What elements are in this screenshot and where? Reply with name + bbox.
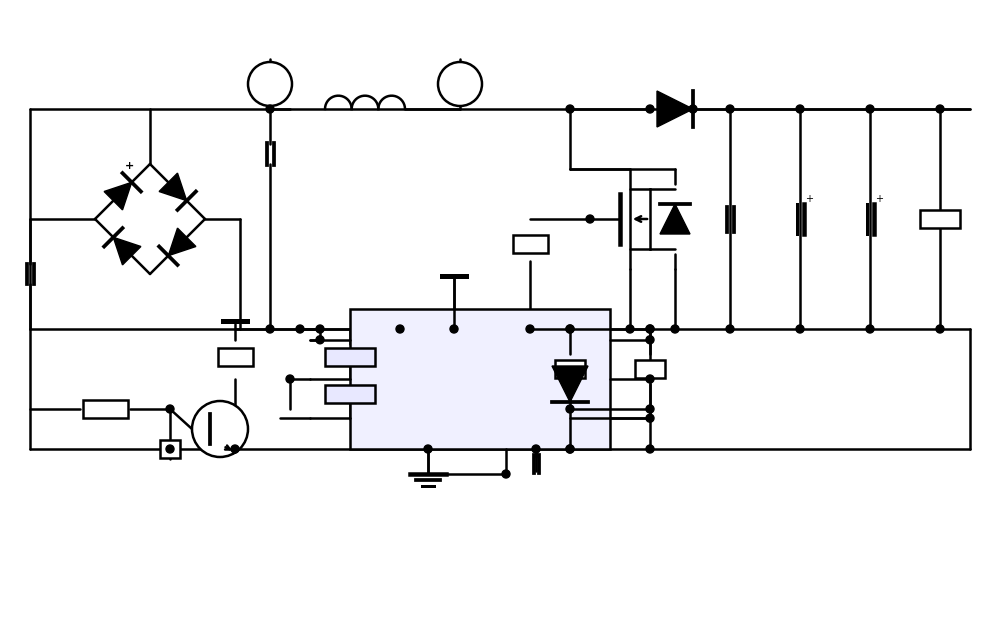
Polygon shape bbox=[657, 91, 693, 127]
Circle shape bbox=[726, 105, 734, 113]
Circle shape bbox=[626, 325, 634, 333]
Bar bbox=[82, 400, 128, 418]
Bar bbox=[512, 235, 548, 253]
Text: +: + bbox=[806, 194, 814, 204]
Bar bbox=[325, 348, 375, 366]
Circle shape bbox=[646, 405, 654, 413]
Circle shape bbox=[502, 470, 510, 478]
Circle shape bbox=[192, 401, 248, 457]
Circle shape bbox=[796, 105, 804, 113]
Circle shape bbox=[566, 325, 574, 333]
Circle shape bbox=[566, 405, 574, 413]
Circle shape bbox=[866, 105, 874, 113]
Bar bbox=[160, 440, 180, 458]
Circle shape bbox=[286, 375, 294, 383]
Circle shape bbox=[646, 336, 654, 344]
Circle shape bbox=[646, 375, 654, 383]
Circle shape bbox=[450, 325, 458, 333]
Circle shape bbox=[566, 445, 574, 453]
Circle shape bbox=[316, 336, 324, 344]
Circle shape bbox=[526, 325, 534, 333]
FancyBboxPatch shape bbox=[350, 309, 610, 449]
Polygon shape bbox=[552, 366, 588, 402]
Circle shape bbox=[646, 325, 654, 333]
Text: +: + bbox=[876, 194, 884, 204]
Circle shape bbox=[532, 445, 540, 453]
Circle shape bbox=[266, 325, 274, 333]
Bar bbox=[555, 360, 585, 378]
Bar bbox=[920, 210, 960, 228]
Polygon shape bbox=[660, 204, 690, 234]
Circle shape bbox=[796, 325, 804, 333]
Circle shape bbox=[166, 445, 174, 453]
Polygon shape bbox=[168, 228, 196, 256]
Polygon shape bbox=[104, 182, 132, 210]
Circle shape bbox=[646, 105, 654, 113]
Circle shape bbox=[936, 105, 944, 113]
Circle shape bbox=[438, 62, 482, 106]
Circle shape bbox=[646, 325, 654, 333]
Text: +: + bbox=[125, 161, 134, 171]
Circle shape bbox=[689, 105, 697, 113]
Circle shape bbox=[266, 105, 274, 113]
Bar bbox=[635, 360, 665, 378]
Circle shape bbox=[586, 215, 594, 223]
Bar bbox=[218, 348, 252, 366]
Circle shape bbox=[396, 325, 404, 333]
Circle shape bbox=[316, 325, 324, 333]
Circle shape bbox=[296, 325, 304, 333]
Circle shape bbox=[566, 105, 574, 113]
Circle shape bbox=[424, 445, 432, 453]
Circle shape bbox=[566, 325, 574, 333]
Circle shape bbox=[726, 325, 734, 333]
Bar bbox=[325, 385, 375, 403]
Circle shape bbox=[646, 415, 654, 422]
Circle shape bbox=[248, 62, 292, 106]
Circle shape bbox=[866, 325, 874, 333]
Circle shape bbox=[231, 445, 239, 453]
Circle shape bbox=[166, 405, 174, 413]
Circle shape bbox=[936, 325, 944, 333]
Circle shape bbox=[671, 325, 679, 333]
Polygon shape bbox=[113, 237, 141, 265]
Polygon shape bbox=[159, 173, 187, 201]
Circle shape bbox=[646, 445, 654, 453]
Circle shape bbox=[566, 445, 574, 453]
